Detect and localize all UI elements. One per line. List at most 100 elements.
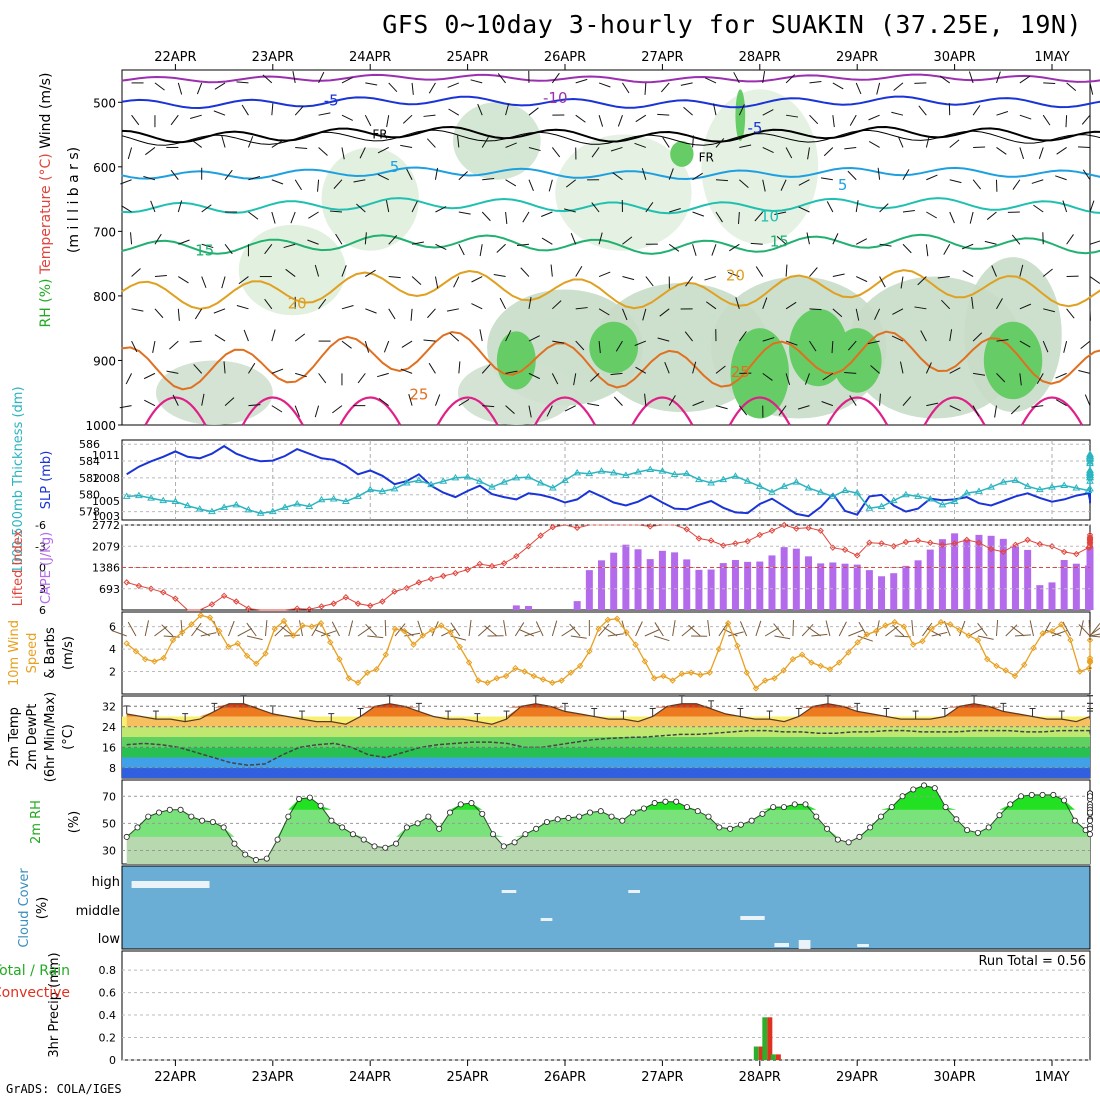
cape-bar [1011, 545, 1019, 610]
bottom-date-label: 27APR [641, 1070, 683, 1085]
wind-barb [575, 340, 585, 351]
wind-barb [458, 244, 465, 256]
wind-barb [318, 112, 331, 116]
wind-barb [516, 243, 530, 247]
wind10-barb [561, 626, 576, 637]
rh-marker [199, 817, 206, 824]
wind10-barb [681, 625, 695, 637]
wind-barb [364, 114, 372, 127]
wind-barb [984, 240, 997, 245]
rh-marker [942, 804, 949, 811]
wind-barb [1011, 234, 1021, 245]
rh-marker [630, 809, 637, 816]
temp-band [122, 726, 1090, 737]
y-axis-label: 2m RH [29, 800, 44, 844]
thickness-marker [293, 500, 302, 507]
wind-barb [715, 211, 723, 223]
rh-marker [1087, 825, 1094, 832]
thickness-marker [853, 489, 862, 496]
rh-marker [1087, 831, 1094, 838]
wind10-marker [169, 636, 177, 644]
wind-barb [645, 201, 654, 213]
wind-barb [446, 308, 459, 312]
rh-shade-high [983, 321, 1043, 400]
li-tick-label: 3 [39, 583, 46, 596]
slp-tick-label: 1003 [92, 510, 120, 523]
wind-barb [335, 233, 343, 245]
wind-barb [902, 169, 910, 180]
cape-bar [622, 544, 630, 610]
thickness-marker [439, 477, 448, 484]
wind10-marker [539, 676, 547, 683]
thickness-marker [536, 478, 545, 486]
wind10-barb [635, 621, 643, 637]
wind-barb [378, 398, 390, 407]
wind-barb [248, 404, 261, 407]
wind-barb [236, 305, 249, 310]
wind10-barb [807, 626, 821, 637]
cape-bar [890, 573, 898, 610]
lifted-index-marker [415, 579, 423, 586]
wind-barb [447, 82, 460, 88]
wind-barb [528, 405, 532, 418]
thickness-tick-label: 584 [79, 455, 100, 468]
wind-barb [659, 308, 670, 317]
wind-barb [996, 298, 1003, 310]
wind-barb [849, 395, 857, 406]
wind-barb [847, 340, 857, 351]
rh-marker [716, 824, 723, 831]
wind-barb [271, 140, 283, 148]
wind-barb [314, 405, 320, 418]
thickness-marker [402, 478, 411, 486]
rh-shade-high [589, 321, 639, 374]
wind-barb [541, 211, 553, 217]
rh-marker [188, 813, 195, 820]
wind-barb [870, 365, 880, 374]
wind10-marker [1011, 672, 1019, 680]
li-tick-label: -6 [35, 519, 46, 532]
precip-tick-label: 0.8 [99, 964, 117, 977]
wind-barb [891, 111, 904, 116]
wind-barb [341, 114, 353, 121]
wind-barb [341, 340, 352, 349]
wind-barb [917, 276, 927, 286]
thickness-marker [585, 469, 594, 477]
wind-barb [423, 114, 436, 117]
wind-barb [994, 405, 997, 418]
top-date-label: 1MAY [1034, 50, 1069, 65]
wind-barb [551, 147, 561, 158]
wind10-marker [354, 679, 362, 686]
wind10-barb [144, 620, 150, 637]
thickness-marker [512, 473, 521, 481]
wind-barb [785, 264, 788, 277]
wind-barb [832, 273, 845, 278]
wind-barb [972, 405, 980, 417]
wind-barb [294, 105, 304, 116]
wind-barb [996, 339, 1009, 342]
lifted-index-marker [683, 526, 690, 533]
wind-barb [1066, 82, 1077, 92]
profile-panel: -5 -10 -5 FR FR 5 5 10 15 15 20 20 25 25 500 600 700 800… [85, 69, 1100, 433]
lifted-index-marker [220, 592, 228, 600]
wind10-marker [410, 641, 417, 648]
wind-barb [847, 170, 857, 181]
wind-barb [610, 372, 623, 376]
rh-shade-high [789, 308, 848, 387]
wind10-marker [715, 645, 723, 653]
wind-barb [844, 372, 857, 374]
y-axis-label-part: (m i l l i b a r s) [66, 147, 82, 253]
rh-marker [543, 819, 550, 826]
wind-barb [715, 138, 725, 148]
wind10-marker [937, 618, 945, 626]
wind-barb [435, 243, 447, 250]
thickness-marker [427, 480, 435, 488]
rh-marker [640, 805, 647, 812]
wind10-barb [1089, 633, 1100, 637]
lifted-index-marker [1000, 548, 1007, 556]
thickness-marker [415, 476, 423, 483]
wind10-marker [484, 679, 491, 686]
rh-shade-high [670, 141, 694, 167]
wind10-marker [271, 625, 278, 633]
rh-marker [263, 855, 270, 862]
